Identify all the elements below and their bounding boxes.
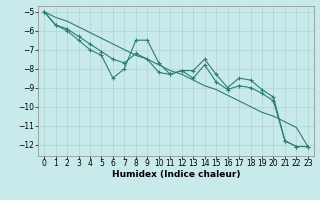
X-axis label: Humidex (Indice chaleur): Humidex (Indice chaleur) xyxy=(112,170,240,179)
